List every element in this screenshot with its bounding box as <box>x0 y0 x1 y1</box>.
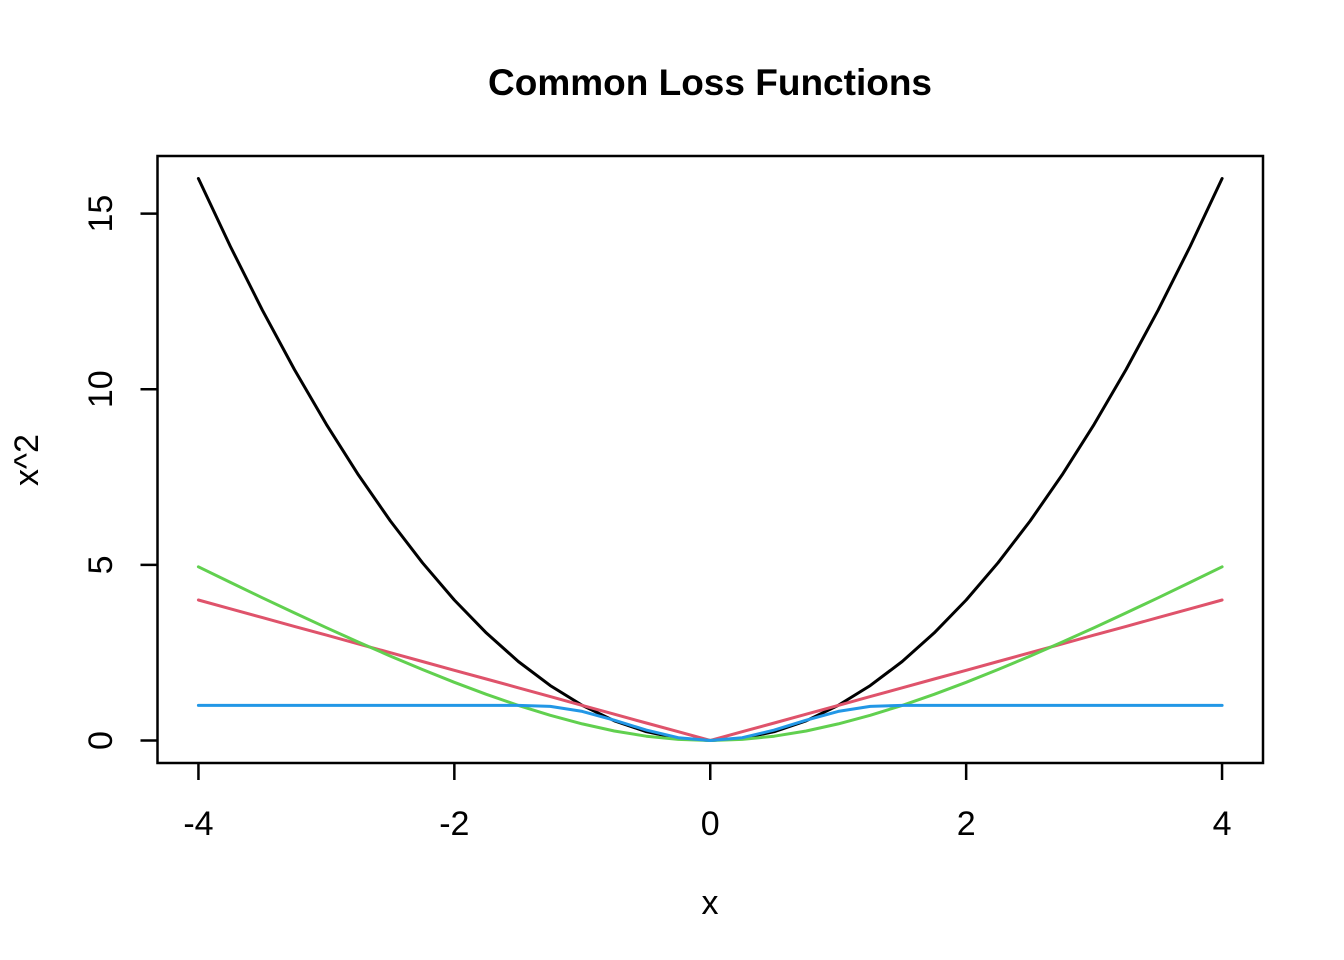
series-absolute-error <box>196 598 1224 742</box>
series-smooth-huber <box>196 565 1224 742</box>
y-tick-label: 10 <box>82 370 120 408</box>
series-tukey-bisquare <box>196 703 1224 742</box>
chart-title: Common Loss Functions <box>488 62 932 103</box>
y-axis-ticks: 0 5 10 15 <box>82 195 158 750</box>
y-tick-label: 0 <box>82 731 120 750</box>
y-tick-label: 5 <box>82 555 120 574</box>
x-tick-label: -4 <box>183 805 213 843</box>
x-tick-label: 0 <box>701 805 720 843</box>
x-tick-label: 2 <box>957 805 976 843</box>
x-axis-label: x <box>702 884 719 922</box>
series-squared-error <box>196 177 1224 742</box>
y-axis-label: x^2 <box>8 434 46 486</box>
chart-series <box>196 177 1224 742</box>
plot-box <box>156 154 1265 765</box>
x-axis-ticks: -4 -2 0 2 4 <box>183 763 1232 843</box>
y-tick-label: 15 <box>82 195 120 233</box>
x-tick-label: -2 <box>439 805 469 843</box>
x-tick-label: 4 <box>1213 805 1232 843</box>
